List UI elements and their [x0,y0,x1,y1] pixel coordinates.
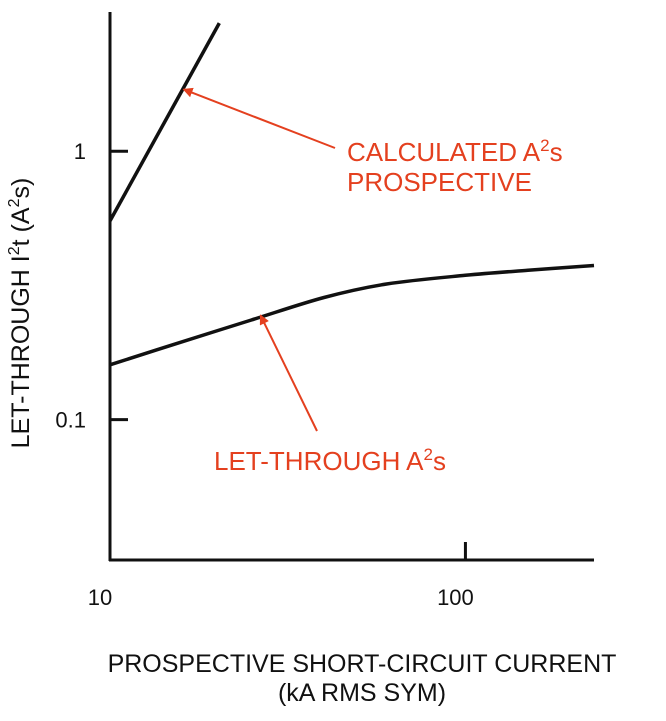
y-tick-label: 0.1 [55,408,86,433]
y-tick-label: 1 [74,139,86,164]
y-axis-title-part: LET-THROUGH I [7,255,35,448]
calculated-annotation-label: CALCULATED A2s [347,136,563,167]
annotation-unit: s [550,137,563,167]
x-tick-label: 100 [437,585,474,610]
let_through-annotation-label: LET-THROUGH A2s [214,445,446,476]
y-axis-title-part: 2 [6,246,23,255]
annotation-text: PROSPECTIVE [347,167,532,197]
x-tick-label: 10 [88,585,112,610]
calculated-annotation-arrow [182,87,336,149]
y-axis-title-part: s) [7,178,35,199]
x-axis-title: (kA RMS SYM) [278,679,446,707]
annotation-text: CALCULATED A [347,137,541,167]
series [108,22,595,367]
y-axis-title: LET-THROUGH I2t (A2s) [6,178,35,449]
annotation-text: LET-THROUGH A [214,446,424,476]
annotation-superscript: 2 [423,445,432,464]
annotation-superscript: 2 [540,136,549,155]
y-axis-title-part: t (A [7,207,35,246]
ticks: 1 0.1 10 100 [55,139,473,610]
y-axis-title-part: 2 [6,198,23,207]
let_through-series-line [109,263,595,367]
annotation-unit: s [433,446,446,476]
let_through-annotation-arrow [259,314,318,432]
axis-titles: PROSPECTIVE SHORT-CIRCUIT CURRENT(kA RMS… [6,178,616,707]
axes [108,12,594,562]
x-axis-title: PROSPECTIVE SHORT-CIRCUIT CURRENT [108,650,617,678]
calculated-annotation-label: PROSPECTIVE [347,167,532,197]
calculated-series-line [108,22,221,222]
